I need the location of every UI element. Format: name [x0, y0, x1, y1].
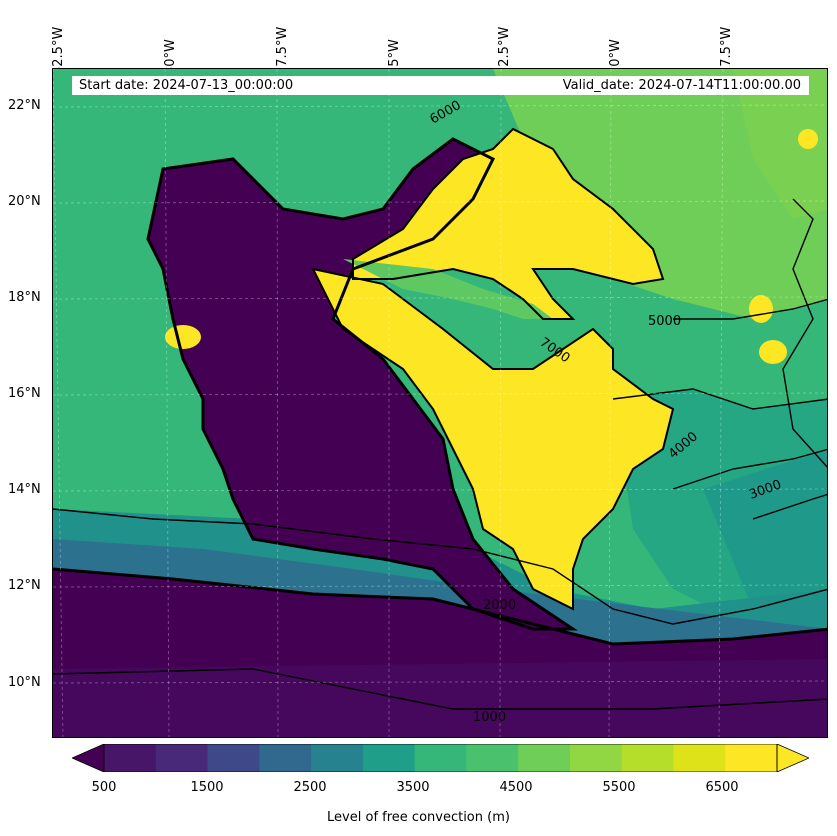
- field-region-5000-band: [343, 259, 553, 319]
- field-region-1000: [53, 659, 827, 737]
- lat-label: 20°N: [8, 194, 41, 209]
- lat-label: 18°N: [8, 290, 41, 305]
- colorbar-cells: [72, 744, 809, 772]
- colorbar-cell: [725, 744, 778, 772]
- colorbar-tick: 4500: [499, 780, 533, 795]
- field-region-5500: [493, 69, 827, 319]
- lat-label: 14°N: [8, 482, 41, 497]
- colorbar-extend-low: [72, 744, 105, 772]
- colorbar-border: [103, 744, 778, 772]
- field-cell-yellow: [749, 295, 773, 323]
- colorbar-cell: [259, 744, 312, 772]
- lat-label: 10°N: [8, 675, 41, 690]
- start-date-text: Start date: 2024-07-13_00:00:00: [79, 78, 294, 93]
- colorbar-tick: 500: [91, 780, 117, 795]
- colorbar-cell: [466, 744, 519, 772]
- colorbar-cell: [621, 744, 674, 772]
- lfc-field-map: 6000 5000 4000 3000 2000 1000 7000: [53, 69, 827, 737]
- field-cell-yellow: [798, 129, 818, 149]
- lat-label: 22°N: [8, 98, 41, 113]
- field-region-500-interior: [148, 139, 573, 629]
- colorbar-tick: 3500: [396, 780, 430, 795]
- field-cell-yellow: [759, 340, 787, 364]
- valid-date-text: Valid_date: 2024-07-14T11:00:00.00: [562, 78, 801, 93]
- field-region-7000b: [313, 269, 673, 609]
- colorbar-extend-high: [776, 744, 809, 772]
- colorbar-cell: [155, 744, 209, 772]
- contour-label: 1000: [473, 710, 506, 725]
- colorbar-cell: [673, 744, 726, 772]
- colorbar-label: Level of free convection (m): [327, 810, 510, 825]
- colorbar-cell: [518, 744, 571, 772]
- colorbar-tick: 6500: [705, 780, 739, 795]
- field-region-6000: [733, 69, 827, 219]
- colorbar-cell: [311, 744, 364, 772]
- contour-label: 2000: [483, 598, 516, 613]
- contour-lines: [53, 198, 827, 710]
- contour-bold: [146, 127, 675, 631]
- colorbar: [72, 744, 809, 772]
- colorbar-cell: [104, 744, 157, 772]
- contour-label: 5000: [648, 314, 681, 329]
- date-info-box: Start date: 2024-07-13_00:00:00 Valid_da…: [72, 76, 809, 95]
- colorbar-cell: [207, 744, 260, 772]
- field-cell-yellow: [165, 325, 201, 349]
- lat-label: 12°N: [8, 578, 41, 593]
- colorbar-cell: [414, 744, 467, 772]
- colorbar-tick: 5500: [602, 780, 636, 795]
- graticule: [53, 69, 827, 737]
- field-region-3500: [703, 449, 827, 629]
- colorbar-tick: 2500: [293, 780, 327, 795]
- colorbar-cell: [569, 744, 623, 772]
- lat-label: 16°N: [8, 386, 41, 401]
- map-panel[interactable]: 6000 5000 4000 3000 2000 1000 7000: [52, 68, 828, 738]
- colorbar-cell: [362, 744, 416, 772]
- colorbar-tick: 1500: [190, 780, 224, 795]
